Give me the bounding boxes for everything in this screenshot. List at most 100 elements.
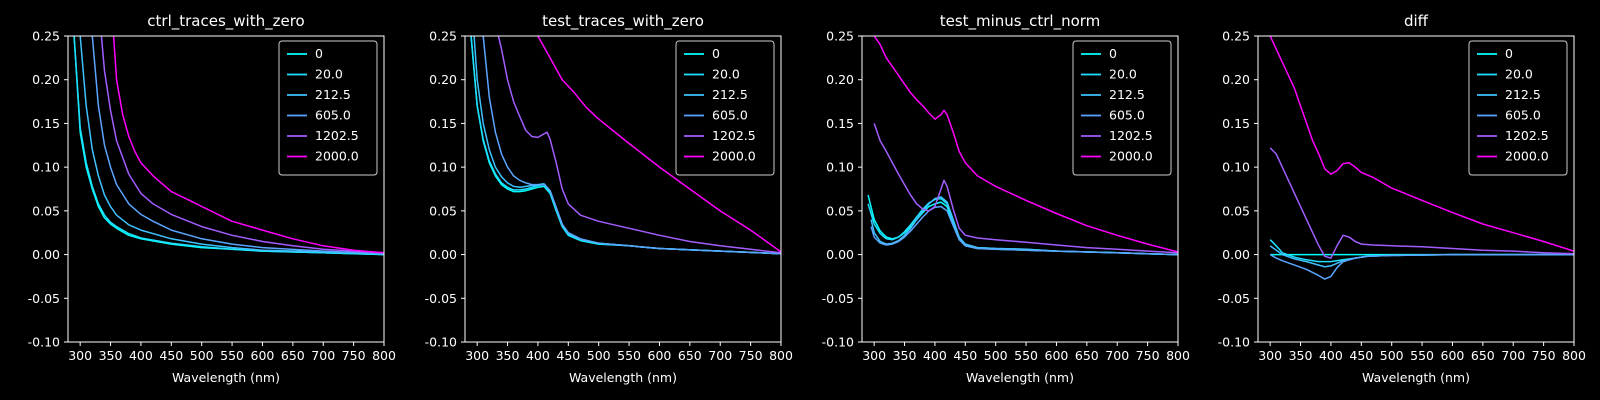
series-group	[867, 36, 1178, 256]
y-tick-label: 0.25	[1222, 29, 1250, 44]
x-tick-label: 350	[893, 348, 917, 363]
x-tick-label: 750	[1532, 348, 1556, 363]
x-tick-label: 650	[281, 348, 305, 363]
y-tick-label: 0.05	[1222, 203, 1250, 218]
axes-frame	[67, 35, 385, 343]
x-tick-label: 800	[372, 348, 396, 363]
chart-panel-4: 300 350 400 450 500 550 600 650 700 750 800 -0.10 -0…	[1218, 12, 1586, 385]
x-tick-label: 700	[1501, 348, 1525, 363]
series-line-4	[1269, 253, 1574, 280]
legend-label: 1202.5	[1109, 128, 1153, 143]
y-tick-label: -0.05	[28, 291, 60, 306]
y-tick-label: 0.25	[429, 29, 457, 44]
legend-label: 605.0	[315, 108, 351, 123]
series-line-2	[1269, 239, 1574, 263]
series-line-3	[1269, 245, 1574, 268]
x-tick-label: 650	[1075, 348, 1099, 363]
chart-title: ctrl_traces_with_zero	[147, 12, 304, 31]
x-tick-label: 600	[1441, 348, 1465, 363]
y-tick-label: 0.05	[826, 203, 854, 218]
legend: 0 20.0 212.5 605.0 1202.5 2000.0	[1468, 40, 1568, 176]
y-tick-label: 0.10	[1222, 160, 1250, 175]
chart-panel-2: 300 350 400 450 500 550 600 650 700 750 800 -0.10 -0…	[425, 12, 793, 385]
y-tick-label: 0.00	[429, 247, 457, 262]
x-tick-label: 450	[1349, 348, 1373, 363]
legend-label: 0	[1109, 46, 1117, 61]
y-tick-label: 0.15	[32, 116, 60, 131]
x-tick-label: 350	[1289, 348, 1313, 363]
x-tick-label: 400	[923, 348, 947, 363]
y-tick-label: -0.10	[425, 335, 457, 350]
legend-label: 212.5	[315, 87, 351, 102]
legend-label: 1202.5	[1505, 128, 1549, 143]
legend-label: 2000.0	[712, 149, 756, 164]
x-tick-label: 700	[708, 348, 732, 363]
legend-label: 212.5	[1109, 87, 1145, 102]
legend-label: 20.0	[712, 67, 740, 82]
x-tick-label: 300	[1258, 348, 1282, 363]
series-line-6	[873, 36, 1178, 253]
chart-title: test_minus_ctrl_norm	[940, 12, 1101, 31]
x-tick-label: 700	[1105, 348, 1129, 363]
series-group	[73, 36, 384, 256]
x-tick-label: 650	[678, 348, 702, 363]
legend-label: 212.5	[712, 87, 748, 102]
series-line-1	[867, 194, 1178, 256]
x-tick-label: 700	[311, 348, 335, 363]
x-tick-label: 550	[617, 348, 641, 363]
legend: 0 20.0 212.5 605.0 1202.5 2000.0	[1072, 40, 1172, 176]
series-line-6	[1269, 36, 1574, 252]
chart-panel-1: 300 350 400 450 500 550 600 650 700 750 800 -0.10 -0…	[28, 12, 396, 385]
x-tick-label: 750	[342, 348, 366, 363]
series-line-5	[873, 123, 1178, 254]
legend-label: 2000.0	[1109, 149, 1153, 164]
legend-label: 605.0	[1505, 108, 1541, 123]
y-tick-label: -0.05	[1218, 291, 1250, 306]
legend-label: 212.5	[1505, 87, 1541, 102]
legend-label: 0	[315, 46, 323, 61]
legend-label: 0	[712, 46, 720, 61]
y-tick-label: 0.15	[429, 116, 457, 131]
legend-label: 2000.0	[315, 149, 359, 164]
y-tick-label: 0.05	[32, 203, 60, 218]
series-line-4	[91, 36, 384, 255]
y-tick-label: -0.05	[425, 291, 457, 306]
y-tick-label: 0.20	[1222, 72, 1250, 87]
x-tick-label: 400	[526, 348, 550, 363]
x-tick-label: 800	[1562, 348, 1586, 363]
y-tick-label: 0.25	[826, 29, 854, 44]
legend-label: 1202.5	[712, 128, 756, 143]
axes-frame	[1257, 35, 1575, 343]
y-tick-label: -0.10	[822, 335, 854, 350]
series-group	[1269, 36, 1574, 280]
x-tick-label: 350	[496, 348, 520, 363]
x-tick-label: 500	[1380, 348, 1404, 363]
x-tick-label: 550	[1014, 348, 1038, 363]
x-tick-label: 800	[769, 348, 793, 363]
chart-title: diff	[1404, 12, 1429, 30]
y-tick-label: 0.15	[826, 116, 854, 131]
x-tick-label: 800	[1166, 348, 1190, 363]
legend-label: 20.0	[1505, 67, 1533, 82]
series-line-4	[870, 205, 1178, 256]
series-line-6	[537, 36, 781, 253]
legend-label: 0	[1505, 46, 1513, 61]
y-tick-label: 0.05	[429, 203, 457, 218]
series-line-6	[112, 36, 384, 254]
legend: 0 20.0 212.5 605.0 1202.5 2000.0	[278, 40, 378, 176]
x-tick-label: 300	[68, 348, 92, 363]
axes-frame	[464, 35, 782, 343]
legend-label: 605.0	[1109, 108, 1145, 123]
chart-title: test_traces_with_zero	[542, 12, 704, 31]
x-tick-label: 600	[1045, 348, 1069, 363]
x-tick-label: 500	[984, 348, 1008, 363]
x-tick-label: 500	[587, 348, 611, 363]
y-tick-label: -0.05	[822, 291, 854, 306]
axes-frame	[861, 35, 1179, 343]
y-tick-label: 0.10	[32, 160, 60, 175]
chart-panel-3: 300 350 400 450 500 550 600 650 700 750 800 -0.10 -0…	[822, 12, 1190, 385]
x-axis-label: Wavelength (nm)	[569, 370, 677, 385]
x-tick-label: 300	[862, 348, 886, 363]
x-tick-label: 550	[220, 348, 244, 363]
